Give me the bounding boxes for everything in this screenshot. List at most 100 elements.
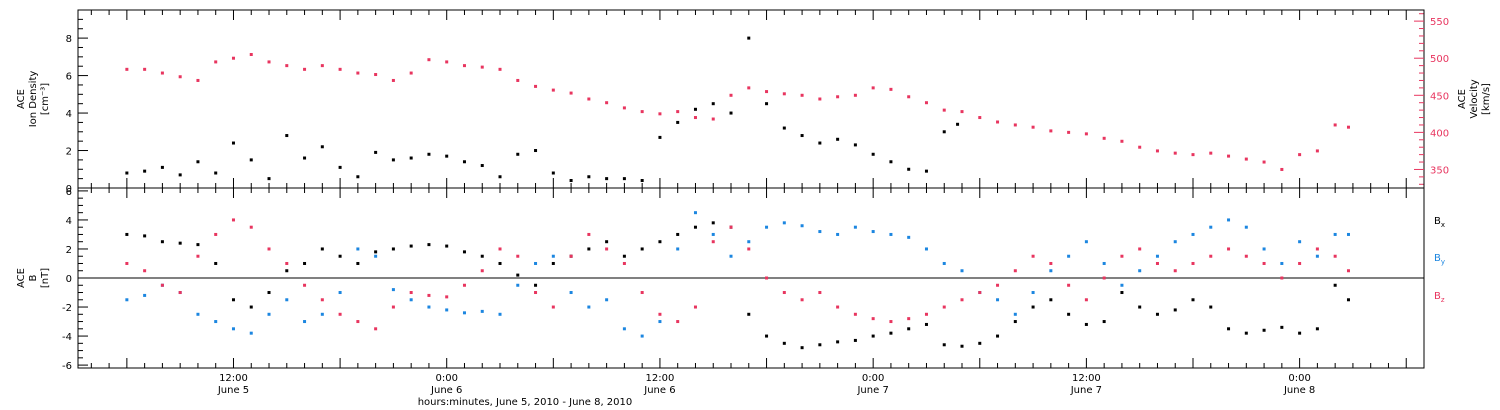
bx-point: [1155, 312, 1159, 316]
velocity-point: [1031, 125, 1035, 129]
velocity-point: [658, 112, 662, 116]
bx-point: [1102, 320, 1106, 324]
by-point: [409, 298, 413, 302]
density-point: [445, 154, 449, 158]
density-point: [711, 102, 715, 106]
velocity-point: [622, 106, 626, 110]
by-point: [516, 283, 520, 287]
velocity-point: [747, 86, 751, 90]
by-point: [1280, 261, 1284, 265]
bx-point: [374, 250, 378, 254]
velocity-point: [338, 67, 342, 71]
bz-point: [569, 254, 573, 258]
bz-point: [534, 291, 538, 295]
by-point: [765, 225, 769, 229]
by-point: [1315, 254, 1319, 258]
density-tick-label: 6: [66, 72, 72, 83]
by-point: [996, 298, 1000, 302]
bz-point: [871, 317, 875, 321]
density-point: [836, 137, 840, 141]
by-point: [676, 247, 680, 251]
velocity-point: [765, 90, 769, 94]
density-point: [676, 120, 680, 124]
b-ylabel-line3: [nT]: [40, 268, 51, 288]
bx-point: [125, 232, 129, 236]
density-point: [125, 171, 129, 175]
density-point: [356, 175, 360, 179]
density-point: [516, 152, 520, 156]
bx-point: [640, 247, 644, 251]
bx-point: [747, 312, 751, 316]
bx-point: [996, 334, 1000, 338]
velocity-point: [978, 116, 982, 120]
time-tick-date: June 6: [643, 385, 675, 396]
by-point: [1262, 247, 1266, 251]
bz-point: [978, 291, 982, 295]
density-point: [693, 107, 697, 111]
bz-point: [391, 305, 395, 309]
legend-entry-bx: Bx: [1434, 216, 1445, 229]
by-point: [1298, 240, 1302, 244]
density-point: [551, 171, 555, 175]
density-point: [658, 135, 662, 139]
density-point: [605, 177, 609, 181]
density-point: [374, 150, 378, 154]
velocity-point: [1155, 149, 1159, 153]
by-point: [356, 247, 360, 251]
bz-point: [622, 261, 626, 265]
velocity-point: [160, 71, 164, 75]
by-point: [480, 309, 484, 313]
velocity-point: [462, 64, 466, 68]
velocity-point: [782, 92, 786, 96]
velocity-point: [1049, 129, 1053, 133]
bz-point: [1102, 276, 1106, 280]
velocity-point: [1209, 151, 1213, 155]
velocity-point: [356, 71, 360, 75]
bx-point: [1333, 283, 1337, 287]
by-point: [214, 320, 218, 324]
density-tick-label: 2: [66, 147, 72, 158]
by-point: [622, 327, 626, 331]
by-point: [143, 293, 147, 297]
velocity-point: [231, 56, 235, 60]
bz-point: [960, 298, 964, 302]
bz-point: [160, 283, 164, 287]
density-point: [956, 122, 960, 126]
velocity-point: [551, 88, 555, 92]
bz-point: [1209, 254, 1213, 258]
bx-point: [267, 291, 271, 295]
density-point: [622, 177, 626, 181]
bz-point: [587, 232, 591, 236]
bx-point: [1173, 308, 1177, 312]
velocity-tick-label: 400: [1430, 128, 1449, 139]
velocity-point: [640, 110, 644, 114]
velocity-point: [320, 64, 324, 68]
by-point: [1346, 232, 1350, 236]
bx-point: [1280, 325, 1284, 329]
by-point: [1155, 254, 1159, 258]
density-point: [889, 160, 893, 164]
bx-point: [534, 283, 538, 287]
bx-point: [231, 298, 235, 302]
by-point: [836, 232, 840, 236]
density-axis: 0 2 4 6 8: [66, 18, 88, 195]
velocity-point: [374, 73, 378, 77]
density-point: [871, 152, 875, 156]
bx-point: [711, 221, 715, 225]
bz-point: [356, 320, 360, 324]
bx-point: [1244, 331, 1248, 335]
bx-point: [924, 322, 928, 326]
bz-point: [800, 298, 804, 302]
legend-subscript: y: [1441, 258, 1445, 266]
bx-point: [889, 331, 893, 335]
bz-point: [196, 254, 200, 258]
velocity-point: [1315, 149, 1319, 153]
bx-point: [480, 254, 484, 258]
bx-point: [658, 240, 662, 244]
legend-subscript: x: [1441, 221, 1445, 229]
density-point: [160, 165, 164, 169]
velocity-point: [1280, 167, 1284, 171]
by-point: [747, 240, 751, 244]
velocity-point: [1067, 130, 1071, 134]
velocity-point: [285, 64, 289, 68]
